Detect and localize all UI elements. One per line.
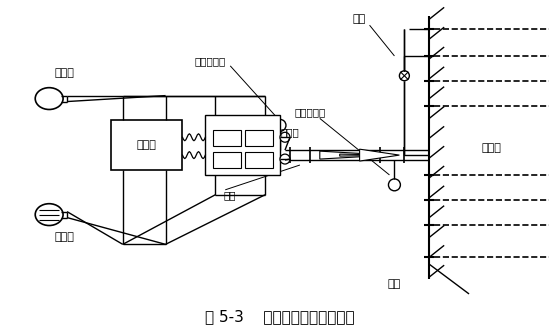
Text: 图 5-3    小导管注浆工艺流程图: 图 5-3 小导管注浆工艺流程图 — [205, 309, 355, 324]
Circle shape — [274, 119, 286, 131]
Bar — [245, 130, 273, 146]
Text: 地层: 地层 — [388, 279, 401, 289]
Polygon shape — [340, 154, 395, 156]
Text: 蓄浆池: 蓄浆池 — [54, 232, 74, 243]
Ellipse shape — [35, 88, 63, 110]
Text: 泵口压力表: 泵口压力表 — [195, 56, 226, 66]
Text: 混合器: 混合器 — [281, 127, 299, 137]
Polygon shape — [359, 149, 399, 161]
Bar — [245, 152, 273, 168]
Bar — [214, 130, 241, 146]
Bar — [205, 116, 280, 175]
Bar — [111, 120, 182, 170]
Bar — [214, 152, 241, 168]
Ellipse shape — [35, 204, 63, 225]
Text: 管路: 管路 — [224, 190, 236, 200]
Text: 注浆泵: 注浆泵 — [137, 140, 157, 150]
Text: 球阀: 球阀 — [353, 14, 366, 24]
Circle shape — [280, 154, 290, 164]
Polygon shape — [320, 151, 390, 159]
Text: 小导管: 小导管 — [481, 143, 501, 153]
Text: 搅拌机: 搅拌机 — [54, 68, 74, 78]
Text: 孔口压力表: 孔口压力表 — [294, 108, 325, 118]
Circle shape — [399, 71, 409, 81]
Circle shape — [280, 132, 290, 142]
Circle shape — [389, 179, 400, 191]
